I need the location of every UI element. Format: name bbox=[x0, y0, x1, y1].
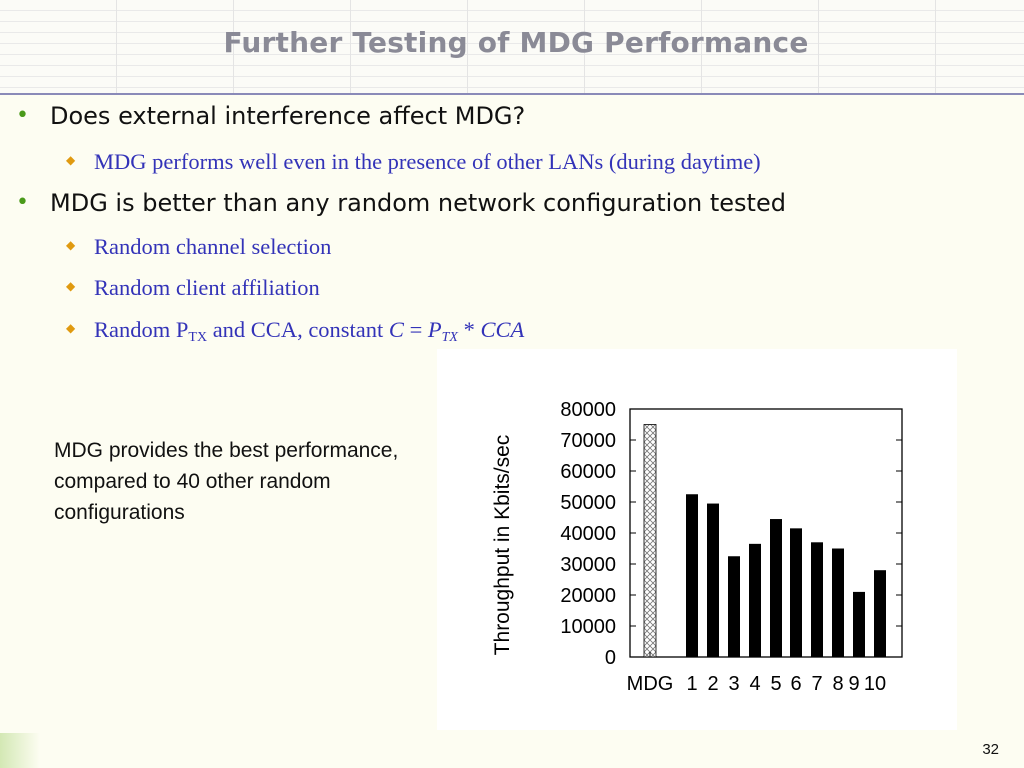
bullet-2-sub-3: ◆ Random PTX and CCA, constant C = PTX *… bbox=[66, 317, 525, 346]
bar-7 bbox=[811, 542, 823, 657]
title-divider bbox=[0, 93, 1024, 95]
x-tick-label: MDG bbox=[627, 673, 674, 695]
page-number: 32 bbox=[982, 741, 999, 758]
bullet-1-sub-1: ◆ MDG performs well even in the presence… bbox=[66, 149, 761, 175]
bullet-2: • MDG is better than any random network … bbox=[16, 189, 786, 217]
x-tick-label: 4 bbox=[749, 673, 760, 695]
corner-accent bbox=[0, 733, 40, 768]
bar-mdg bbox=[643, 424, 657, 658]
green-dot-icon: • bbox=[16, 103, 29, 128]
orange-diamond-icon: ◆ bbox=[66, 238, 76, 252]
bullet-1-text: Does external interference affect MDG? bbox=[50, 102, 526, 130]
y-tick-label: 10000 bbox=[560, 616, 616, 638]
bar-4 bbox=[749, 543, 761, 657]
y-tick-label: 30000 bbox=[560, 554, 616, 576]
bar-1 bbox=[686, 494, 698, 657]
bullet-2-sub-1: ◆ Random channel selection bbox=[66, 234, 332, 260]
x-tick-label: 5 bbox=[770, 673, 781, 695]
title-grid-background bbox=[0, 0, 1024, 93]
bar-2 bbox=[707, 503, 719, 657]
bullet-1: • Does external interference affect MDG? bbox=[16, 102, 526, 130]
bar-3 bbox=[728, 556, 740, 657]
orange-diamond-icon: ◆ bbox=[66, 279, 76, 293]
y-axis-label: Throughput in Kbits/sec bbox=[491, 435, 514, 656]
bullet-2-sub-2: ◆ Random client affiliation bbox=[66, 275, 320, 301]
bar-9 bbox=[853, 591, 865, 657]
bullet-2-sub-1-text: Random channel selection bbox=[94, 234, 332, 259]
x-tick-label: 3 bbox=[728, 673, 739, 695]
x-tick-label: 1 bbox=[686, 673, 697, 695]
y-tick-label: 60000 bbox=[560, 461, 616, 483]
y-tick-label: 70000 bbox=[560, 430, 616, 452]
bar-5 bbox=[770, 519, 782, 657]
y-tick-label: 20000 bbox=[560, 585, 616, 607]
bar-8 bbox=[832, 548, 844, 657]
x-tick-label: 7 bbox=[811, 673, 822, 695]
throughput-chart-svg: Throughput in Kbits/sec 0 10000 20000 30000… bbox=[491, 399, 903, 695]
x-tick-label: 8 bbox=[832, 673, 843, 695]
bar-6 bbox=[790, 528, 802, 657]
green-dot-icon: • bbox=[16, 190, 29, 215]
bullet-2-sub-2-text: Random client affiliation bbox=[94, 275, 320, 300]
x-tick-label: 10 bbox=[864, 673, 886, 695]
bar-10 bbox=[874, 570, 886, 657]
y-tick-label: 80000 bbox=[560, 399, 616, 421]
y-tick-label: 40000 bbox=[560, 523, 616, 545]
slide-title: Further Testing of MDG Performance bbox=[223, 26, 809, 59]
bullet-2-sub-3-text: Random PTX and CCA, constant C = PTX * C… bbox=[94, 317, 525, 345]
y-tick-label: 50000 bbox=[560, 492, 616, 514]
throughput-chart: Throughput in Kbits/sec 0 10000 20000 30000… bbox=[437, 349, 957, 730]
orange-diamond-icon: ◆ bbox=[66, 153, 76, 167]
x-tick-label: 9 bbox=[848, 673, 859, 695]
chart-caption-note: MDG provides the best performance, compa… bbox=[54, 439, 399, 524]
y-tick-label: 0 bbox=[605, 647, 616, 669]
bullet-2-text: MDG is better than any random network co… bbox=[50, 189, 786, 217]
x-tick-label: 6 bbox=[790, 673, 801, 695]
x-tick-label: 2 bbox=[707, 673, 718, 695]
orange-diamond-icon: ◆ bbox=[66, 321, 76, 335]
bullet-1-sub-1-text: MDG performs well even in the presence o… bbox=[94, 149, 761, 174]
